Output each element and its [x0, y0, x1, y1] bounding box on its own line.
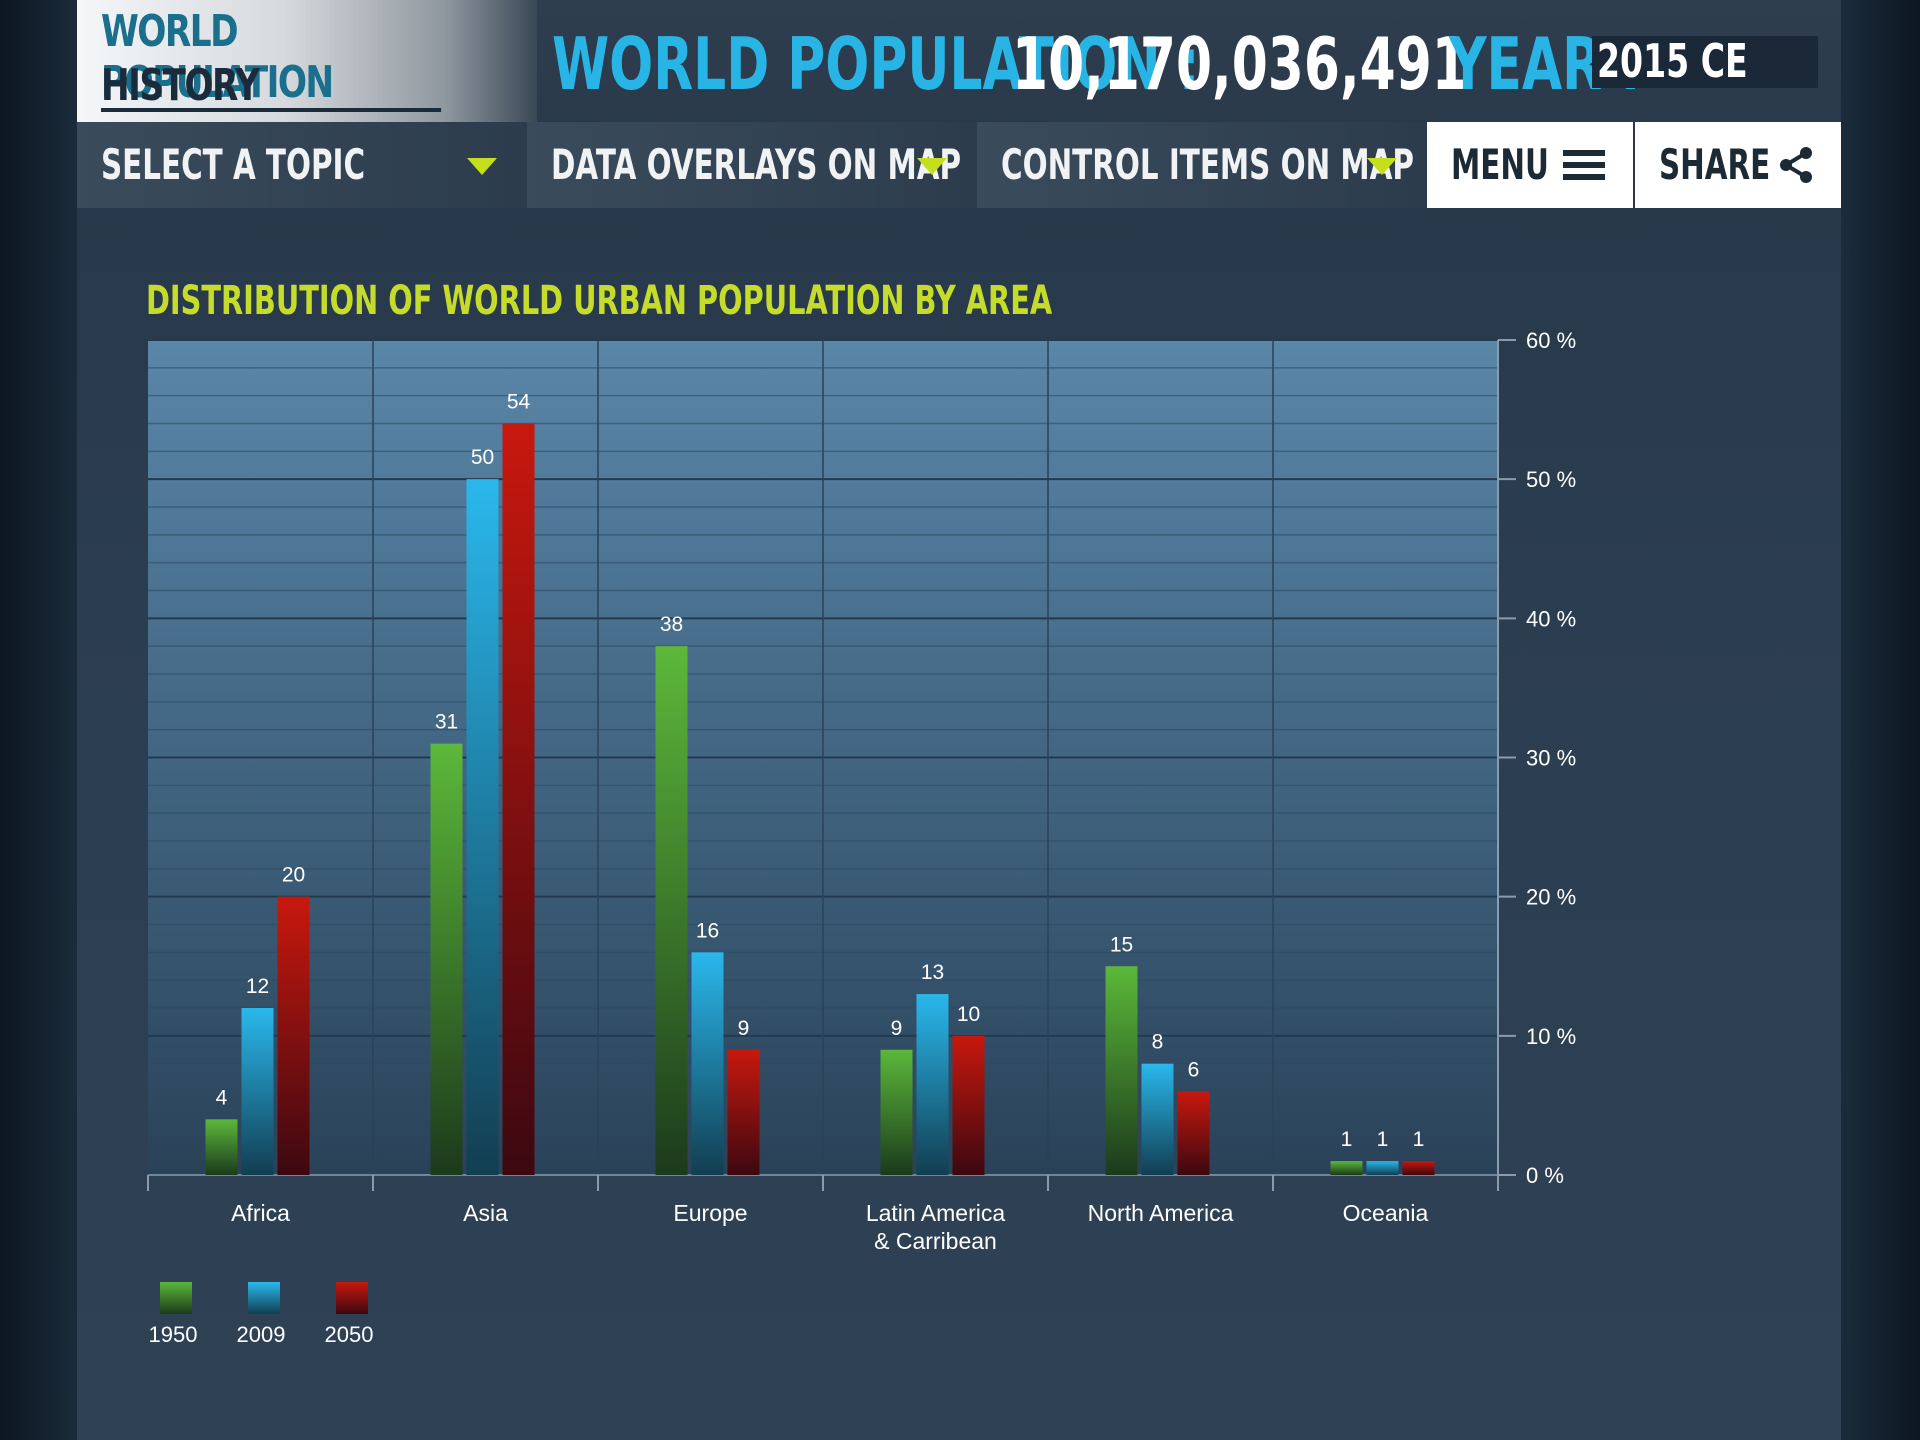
logo-line-2: HISTORY	[101, 60, 260, 111]
legend-label: 2009	[237, 1322, 286, 1347]
navbar: SELECT A TOPIC DATA OVERLAYS ON MAP CONT…	[77, 122, 1841, 208]
y-tick-label: 60 %	[1526, 328, 1576, 353]
x-tick-label: & Carribean	[874, 1228, 997, 1254]
bar	[1402, 1161, 1435, 1175]
bar	[880, 1049, 913, 1175]
bar	[1177, 1091, 1210, 1175]
data-overlays-dropdown[interactable]: DATA OVERLAYS ON MAP	[527, 122, 977, 208]
hamburger-icon	[1563, 150, 1605, 180]
bars	[205, 423, 1435, 1176]
bar	[502, 423, 535, 1175]
share-label: SHARE	[1659, 140, 1771, 189]
legend-swatch	[160, 1282, 192, 1314]
data-label: 20	[282, 864, 305, 887]
data-label: 16	[696, 919, 719, 942]
data-label: 13	[921, 961, 944, 984]
bar	[727, 1049, 760, 1175]
data-label: 1	[1341, 1128, 1353, 1151]
bar	[916, 994, 949, 1175]
legend-swatch	[248, 1282, 280, 1314]
bar	[1105, 966, 1138, 1175]
header-bar: WORLD POPULATION HISTORY WORLD POPULATIO…	[77, 0, 1841, 122]
data-label: 1	[1413, 1128, 1425, 1151]
y-tick-label: 50 %	[1526, 467, 1576, 492]
bar	[691, 952, 724, 1175]
population-value: 10,170,036,491	[1012, 22, 1468, 106]
x-tick-label: Africa	[231, 1200, 290, 1226]
data-label: 12	[246, 975, 269, 998]
bar	[1141, 1063, 1174, 1175]
y-tick-label: 10 %	[1526, 1024, 1576, 1049]
data-label: 9	[738, 1017, 750, 1040]
data-label: 4	[216, 1086, 228, 1109]
chevron-down-icon	[1367, 158, 1397, 175]
chevron-down-icon	[917, 158, 947, 175]
y-tick-label: 40 %	[1526, 606, 1576, 631]
data-label: 9	[891, 1017, 903, 1040]
year-field[interactable]	[1592, 36, 1818, 88]
data-label: 38	[660, 613, 683, 636]
y-tick-label: 30 %	[1526, 746, 1576, 771]
bar	[205, 1119, 238, 1175]
legend-label: 2050	[325, 1322, 374, 1347]
menu-button[interactable]: MENU	[1427, 122, 1633, 208]
data-labels: 4 31 38 9 15 1 12 50 16 13 8 1 20 54 9 10 6 1	[216, 391, 1425, 1152]
bar	[277, 896, 310, 1175]
logo-line-1: WORLD POPULATION	[101, 6, 442, 112]
data-label: 6	[1188, 1059, 1200, 1082]
x-tick-label: Asia	[463, 1200, 508, 1226]
data-label: 1	[1377, 1128, 1389, 1151]
legend-label: 1950	[149, 1322, 198, 1347]
bar	[1366, 1161, 1399, 1175]
chevron-down-icon	[467, 158, 497, 175]
axes: 0 % 10 % 20 % 30 % 40 % 50 % 60 % Africa Asia Eur…	[147, 328, 1576, 1254]
population-label: WORLD POPULATION :	[552, 22, 1200, 106]
x-tick-label: North America	[1088, 1200, 1234, 1226]
bar	[430, 743, 463, 1175]
control-items-dropdown[interactable]: CONTROL ITEMS ON MAP	[977, 122, 1427, 208]
data-label: 50	[471, 446, 494, 469]
bar	[952, 1035, 985, 1175]
share-button[interactable]: SHARE	[1635, 122, 1841, 208]
x-tick-label: Latin America	[866, 1200, 1006, 1226]
data-label: 10	[957, 1003, 980, 1026]
legend-swatch	[336, 1282, 368, 1314]
chart-title: DISTRIBUTION OF WORLD URBAN POPULATION B…	[146, 278, 1053, 324]
app-logo[interactable]: WORLD POPULATION HISTORY	[77, 0, 537, 122]
bar	[466, 479, 499, 1176]
x-tick-label: Europe	[673, 1200, 747, 1226]
y-tick-label: 0 %	[1526, 1163, 1564, 1188]
bar	[655, 646, 688, 1175]
data-label: 31	[435, 711, 458, 734]
y-tick-label: 20 %	[1526, 885, 1576, 910]
select-topic-dropdown[interactable]: SELECT A TOPIC	[77, 122, 527, 208]
menu-label: MENU	[1451, 140, 1549, 189]
legend: 1950 2009 2050	[149, 1282, 374, 1347]
share-icon	[1780, 147, 1812, 183]
bar	[241, 1008, 274, 1175]
data-overlays-label: DATA OVERLAYS ON MAP	[551, 140, 962, 189]
control-items-label: CONTROL ITEMS ON MAP	[1001, 140, 1414, 189]
bar	[1330, 1161, 1363, 1175]
year-value: 2015 CE	[1597, 34, 1748, 88]
x-tick-label: Oceania	[1343, 1200, 1429, 1226]
data-label: 15	[1110, 933, 1133, 956]
data-label: 8	[1152, 1031, 1164, 1054]
select-topic-label: SELECT A TOPIC	[101, 140, 366, 189]
data-label: 54	[507, 391, 531, 414]
